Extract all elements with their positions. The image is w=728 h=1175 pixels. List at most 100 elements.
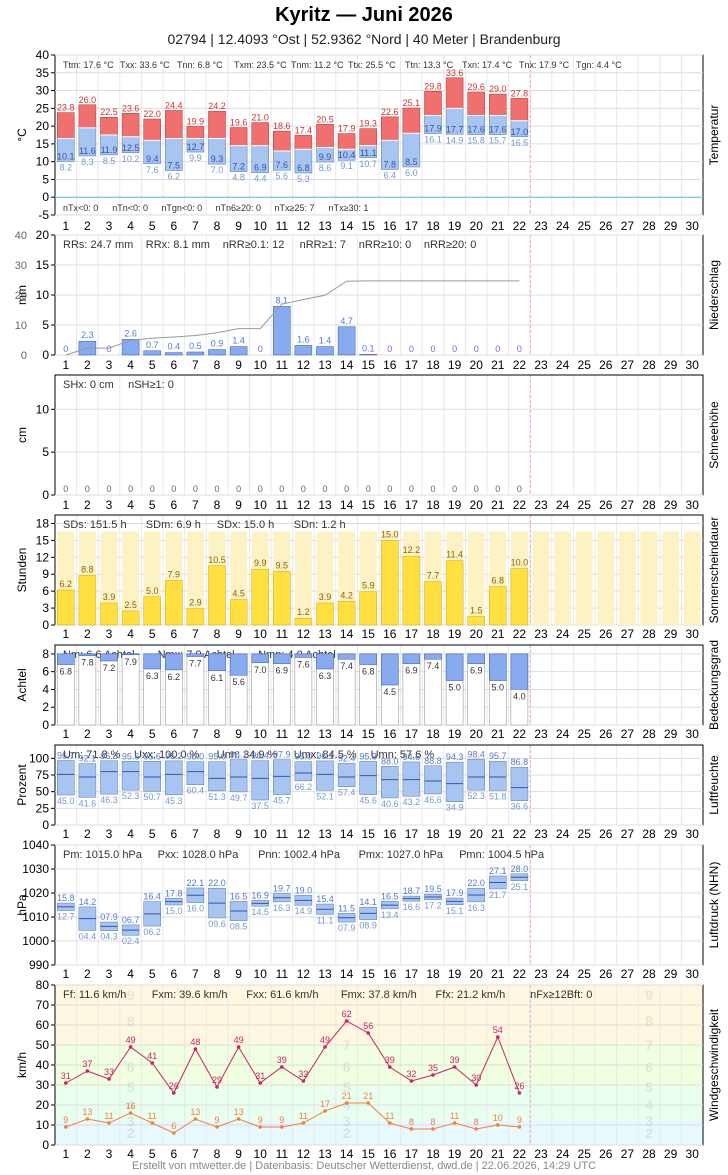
wind-gust-point bbox=[452, 1065, 457, 1069]
wind-gust-label: 48 bbox=[190, 1037, 200, 1047]
x-tick-label: 30 bbox=[686, 1147, 700, 1160]
temp-max-label: 17.4 bbox=[295, 125, 313, 135]
y-tick-label: 0 bbox=[42, 718, 49, 732]
sun-label: 8.8 bbox=[81, 564, 94, 574]
x-tick-label: 29 bbox=[664, 358, 678, 372]
stat-label: nTn6≥20: 0 bbox=[216, 203, 261, 213]
beaufort-label: 4 bbox=[645, 1097, 653, 1113]
stat-label: Ffx: 21.2 km/h bbox=[436, 989, 506, 1001]
cloud-label: 6.3 bbox=[319, 671, 332, 681]
x-tick-label: 30 bbox=[686, 627, 700, 641]
x-tick-label: 22 bbox=[513, 358, 527, 372]
wind-mean-label: 11 bbox=[104, 1111, 113, 1121]
x-tick-label: 21 bbox=[491, 358, 505, 372]
sun-bar bbox=[208, 565, 226, 626]
sun-bar bbox=[359, 591, 377, 626]
cloud-bar bbox=[489, 653, 507, 681]
x-tick-label: 5 bbox=[149, 967, 156, 981]
precip-bar bbox=[143, 350, 161, 356]
temp-max-label: 23.6 bbox=[122, 103, 140, 113]
sun-possible-bar bbox=[316, 531, 334, 625]
wind-gust-label: 26 bbox=[514, 1081, 524, 1091]
snow-label: 0 bbox=[236, 484, 241, 494]
precip-bar bbox=[229, 346, 248, 356]
wind-mean-point bbox=[474, 1127, 479, 1131]
y-tick-label: 1010 bbox=[22, 910, 49, 924]
x-tick-label: 5 bbox=[149, 627, 156, 641]
humidity-min-label: 52.3 bbox=[467, 791, 485, 801]
x-tick-label: 21 bbox=[491, 498, 505, 512]
x-tick-label: 23 bbox=[534, 967, 548, 981]
wind-mean-point bbox=[323, 1109, 327, 1113]
x-tick-label: 10 bbox=[254, 358, 268, 372]
wind-gust-label: 39 bbox=[277, 1055, 287, 1065]
x-tick-label: 16 bbox=[383, 498, 397, 512]
snow-label: 0 bbox=[344, 484, 349, 494]
temp-max-bar bbox=[359, 128, 377, 146]
y-axis-label: km/h bbox=[15, 1052, 29, 1078]
x-tick-label: 29 bbox=[664, 219, 678, 233]
precip-label: 0 bbox=[517, 344, 522, 354]
wind-gust-label: 62 bbox=[342, 1009, 352, 1019]
pressure-min-label: 16.3 bbox=[273, 903, 291, 913]
x-tick-label: 18 bbox=[426, 498, 440, 512]
x-tick-label: 26 bbox=[599, 727, 613, 741]
temp-max-label: 29.8 bbox=[424, 81, 442, 91]
x-tick-label: 27 bbox=[621, 219, 635, 233]
x-tick-label: 9 bbox=[235, 827, 242, 841]
stat-label: nRR≥10: 0 bbox=[359, 239, 412, 251]
sun-bar bbox=[402, 555, 421, 626]
humidity-bar bbox=[273, 759, 291, 795]
x-tick-label: 19 bbox=[448, 967, 462, 981]
sun-label: 1.5 bbox=[470, 606, 483, 616]
precip-label: 0 bbox=[495, 344, 500, 354]
humidity-max-label: 96.3 bbox=[100, 751, 118, 761]
temp-min-label: 11.9 bbox=[101, 145, 118, 155]
x-tick-label: 24 bbox=[556, 498, 570, 512]
wind-mean-label: 6 bbox=[171, 1121, 176, 1131]
temp-max-label: 22.6 bbox=[381, 107, 399, 117]
y-tick-label: 30 bbox=[36, 84, 50, 98]
humidity-min-label: 37.5 bbox=[251, 801, 269, 811]
cloud-label: 6.1 bbox=[211, 673, 224, 683]
x-tick-label: 6 bbox=[170, 967, 177, 981]
beaufort-label: 6 bbox=[645, 1059, 653, 1075]
y2-tick-label: 10 bbox=[15, 320, 27, 332]
sun-label: 4.2 bbox=[340, 590, 353, 600]
y-tick-label: 10 bbox=[36, 155, 50, 169]
panel-side-label: Temperatur bbox=[707, 105, 721, 166]
wind-gust-label: 49 bbox=[126, 1035, 136, 1045]
x-tick-label: 7 bbox=[192, 727, 199, 741]
x-tick-label: 28 bbox=[642, 827, 656, 841]
snow-label: 0 bbox=[517, 484, 522, 494]
x-tick-label: 11 bbox=[276, 498, 289, 512]
y-tick-label: 70 bbox=[36, 998, 50, 1012]
temp-max-label: 29.6 bbox=[467, 82, 485, 92]
x-tick-label: 20 bbox=[470, 967, 484, 981]
temp-ground-label: 9.1 bbox=[340, 161, 353, 171]
wind-gust-point bbox=[517, 1091, 522, 1095]
snow-label: 0 bbox=[150, 484, 155, 494]
wind-mean-point bbox=[172, 1131, 176, 1135]
x-tick-label: 15 bbox=[362, 498, 376, 512]
x-tick-label: 26 bbox=[599, 967, 613, 981]
x-tick-label: 10 bbox=[254, 627, 268, 641]
stat-label: RRx: 8.1 mm bbox=[146, 239, 210, 251]
x-tick-label: 20 bbox=[470, 219, 484, 233]
humidity-max-label: 96.1 bbox=[316, 751, 334, 761]
sun-bar bbox=[121, 610, 140, 626]
panel-side-label: Schneehöhe bbox=[707, 401, 721, 469]
pressure-min-label: 06.2 bbox=[143, 927, 161, 937]
y-axis-label: cm bbox=[15, 427, 29, 443]
x-tick-label: 1 bbox=[62, 827, 69, 841]
stat-label: Txm: 23.5 °C bbox=[234, 60, 287, 70]
snow-label: 0 bbox=[258, 484, 263, 494]
snow-label: 0 bbox=[279, 484, 284, 494]
cloud-bar bbox=[229, 653, 248, 676]
cloud-label: 6.8 bbox=[60, 667, 73, 677]
pressure-min-label: 17.2 bbox=[424, 901, 442, 911]
cloud-label: 7.4 bbox=[340, 661, 353, 671]
temp-max-bar bbox=[467, 91, 485, 116]
wind-mean-label: 9 bbox=[279, 1115, 284, 1125]
pressure-min-label: 12.7 bbox=[57, 912, 75, 922]
